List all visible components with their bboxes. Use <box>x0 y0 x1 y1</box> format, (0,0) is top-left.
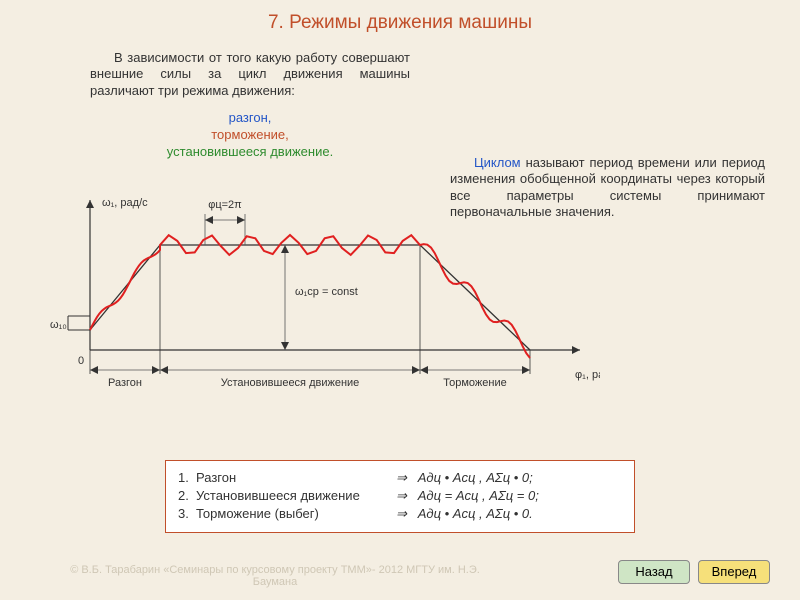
svg-text:ω₁ср = const: ω₁ср = const <box>295 286 358 298</box>
svg-text:φ₁, рад: φ₁, рад <box>575 369 600 381</box>
svg-text:φц=2π: φц=2π <box>208 199 242 211</box>
forward-button[interactable]: Вперед <box>698 560 770 584</box>
mode-accel: разгон, <box>125 110 375 127</box>
svg-text:0: 0 <box>78 355 84 367</box>
mode-brake: торможение, <box>125 127 375 144</box>
back-button[interactable]: Назад <box>618 560 690 584</box>
svg-text:ω₁₀: ω₁₀ <box>50 319 67 331</box>
svg-text:Торможение: Торможение <box>443 377 506 389</box>
svg-text:Установившееся движение: Установившееся движение <box>221 377 360 389</box>
svg-text:Разгон: Разгон <box>108 377 142 389</box>
motion-chart: ω₁, рад/с φ₁, рад 0 ω₁₀ Разгон Установившееся… <box>40 180 600 430</box>
page-title: 7. Режимы движения машины <box>0 0 800 34</box>
formula-row: 1.Разгон⇒ Aдц • Aсц , AΣц • 0; <box>178 469 622 487</box>
mode-steady: установившееся движение. <box>125 144 375 161</box>
formula-box: 1.Разгон⇒ Aдц • Aсц , AΣц • 0;2.Установи… <box>165 460 635 533</box>
cycle-highlight: Циклом <box>474 155 521 170</box>
svg-text:ω₁, рад/с: ω₁, рад/с <box>102 197 148 209</box>
intro-paragraph: В зависимости от того какую работу совер… <box>90 50 410 99</box>
modes-list: разгон, торможение, установившееся движе… <box>125 110 375 161</box>
copyright: © В.Б. Тарабарин «Семинары по курсовому … <box>65 564 485 588</box>
formula-row: 2.Установившееся движение⇒ Aдц = Aсц , A… <box>178 487 622 505</box>
formula-row: 3.Торможение (выбег)⇒ Aдц • Aсц , AΣц • … <box>178 505 622 523</box>
